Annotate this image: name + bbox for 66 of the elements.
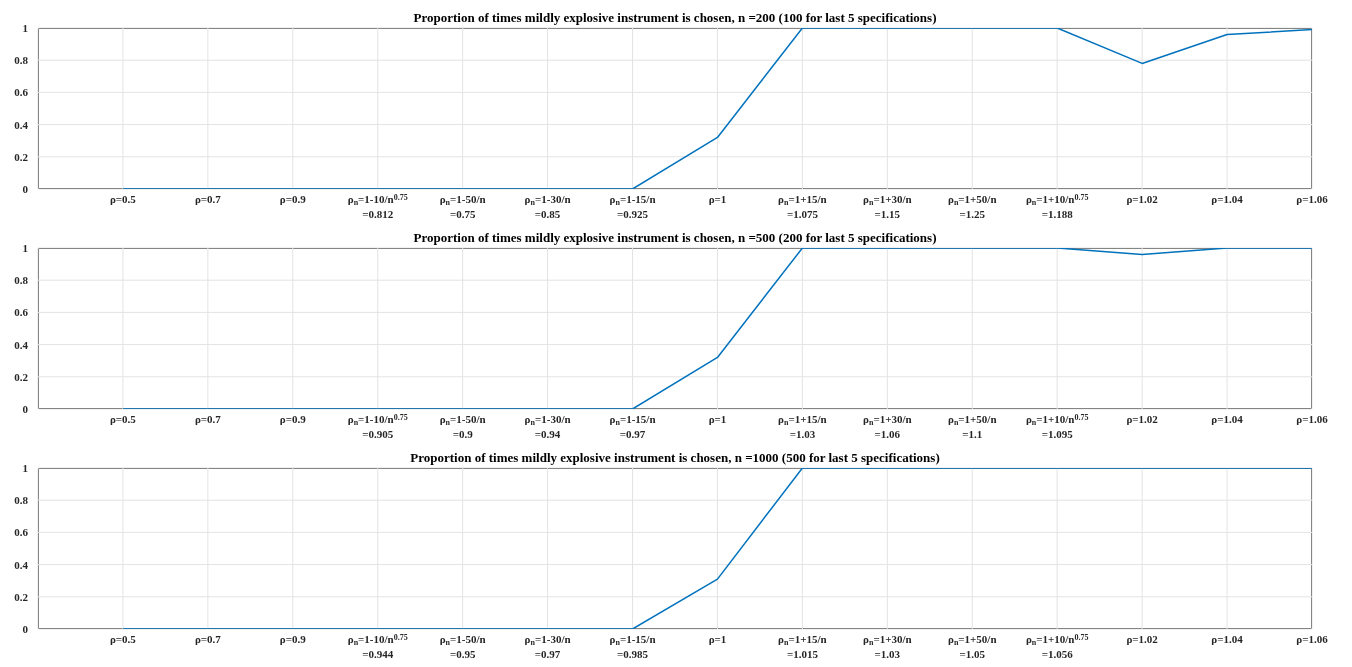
x-tick-label: ρ=1.06	[1296, 193, 1329, 205]
y-tick-label: 0.2	[14, 590, 29, 603]
x-tick-label: ρ=1.04	[1211, 193, 1244, 205]
x-tick-label: ρ=1.04	[1211, 413, 1244, 425]
y-tick-label: 0.6	[14, 526, 29, 539]
x-tick-label: ρ$_{n}$=1-15/n =0.985	[609, 633, 656, 660]
x-tick-label: ρ$_{n}$=1+10/n$^{0.75}$ =1.095	[1025, 412, 1089, 440]
x-tick-label: ρ$_{n}$=1-10/n$^{0.75}$ =0.812	[347, 192, 408, 220]
y-tick-label: 0.8	[14, 494, 29, 507]
x-tick-label: ρ$_{n}$=1+15/n =1.015	[778, 633, 827, 660]
x-tick-label: ρ$_{n}$=1+50/n =1.1	[947, 413, 997, 440]
x-tick-label: ρ$_{n}$=1+30/n =1.03	[863, 633, 912, 660]
x-tick-label: ρ$_{n}$=1+15/n =1.075	[778, 193, 827, 220]
x-tick-label: ρ$_{n}$=1-50/n =0.75	[439, 193, 486, 220]
y-tick-label: 0.6	[14, 306, 29, 319]
x-tick-label: ρ=1.02	[1126, 413, 1159, 425]
x-tick-label: ρ$_{n}$=1-50/n =0.9	[439, 413, 486, 440]
x-tick-label: ρ$_{n}$=1+15/n =1.03	[778, 413, 827, 440]
x-tick-label: ρ$_{n}$=1+30/n =1.15	[863, 193, 912, 220]
y-tick-label: 1	[22, 21, 28, 34]
y-tick-label: 0.4	[14, 558, 29, 571]
y-tick-label: 0.8	[14, 54, 29, 67]
y-tick-label: 0.4	[14, 338, 29, 351]
x-tick-label: ρ$_{n}$=1-15/n =0.925	[609, 193, 656, 220]
x-tick-label: ρ=0.5	[109, 193, 137, 205]
x-tick-label: ρ=0.7	[194, 193, 222, 205]
x-tick-label: ρ=1.02	[1126, 633, 1159, 645]
x-tick-label: ρ=1	[708, 633, 727, 645]
y-tick-label: 0	[22, 622, 29, 635]
y-tick-label: 0.4	[14, 118, 29, 131]
y-tick-label: 0	[22, 402, 29, 415]
x-tick-label: ρ=1.04	[1211, 633, 1244, 645]
x-tick-label: ρ=1	[708, 413, 727, 425]
x-tick-label: ρ$_{n}$=1+10/n$^{0.75}$ =1.056	[1025, 632, 1089, 660]
x-tick-label: ρ$_{n}$=1-50/n =0.95	[439, 633, 486, 660]
x-tick-label: ρ$_{n}$=1+50/n =1.25	[947, 193, 997, 220]
y-tick-label: 0.6	[14, 86, 29, 99]
y-tick-label: 1	[22, 241, 28, 254]
x-tick-label: ρ=0.9	[279, 193, 307, 205]
x-tick-label: ρ=1	[708, 193, 727, 205]
x-tick-label: ρ=1.06	[1296, 633, 1329, 645]
x-tick-label: ρ=0.7	[194, 413, 222, 425]
x-tick-label: ρ=0.5	[109, 633, 137, 645]
x-tick-label: ρ=0.9	[279, 413, 307, 425]
x-tick-label: ρ$_{n}$=1-15/n =0.97	[609, 413, 656, 440]
x-tick-label: ρ=0.5	[109, 413, 137, 425]
chart-title: Proportion of times mildly explosive instrument is chosen, n =1000 (500 for last 5 specifications)	[409, 450, 941, 466]
chart-title: Proportion of times mildly explosive instrument is chosen, n =500 (200 for last 5 specifications)	[412, 230, 938, 246]
x-tick-label: ρ$_{n}$=1-10/n$^{0.75}$ =0.944	[347, 632, 408, 660]
y-tick-label: 1	[22, 461, 28, 474]
y-tick-label: 0.8	[14, 274, 29, 287]
x-tick-label: ρ$_{n}$=1+10/n$^{0.75}$ =1.188	[1025, 192, 1089, 220]
x-tick-label: ρ=1.02	[1126, 193, 1159, 205]
x-tick-label: ρ$_{n}$=1-10/n$^{0.75}$ =0.905	[347, 412, 408, 440]
y-tick-label: 0.2	[14, 370, 29, 383]
y-tick-label: 0.2	[14, 150, 29, 163]
y-tick-label: 0	[22, 182, 29, 195]
x-tick-label: ρ=1.06	[1296, 413, 1329, 425]
x-tick-label: ρ$_{n}$=1+30/n =1.06	[863, 413, 912, 440]
x-tick-label: ρ=0.7	[194, 633, 222, 645]
x-tick-label: ρ$_{n}$=1-30/n =0.94	[524, 413, 571, 440]
x-tick-label: ρ$_{n}$=1-30/n =0.85	[524, 193, 571, 220]
chart-title: Proportion of times mildly explosive instrument is chosen, n =200 (100 for last 5 specifications)	[412, 10, 938, 26]
x-tick-label: ρ=0.9	[279, 633, 307, 645]
x-tick-label: ρ$_{n}$=1+50/n =1.05	[947, 633, 997, 660]
x-tick-label: ρ$_{n}$=1-30/n =0.97	[524, 633, 571, 660]
